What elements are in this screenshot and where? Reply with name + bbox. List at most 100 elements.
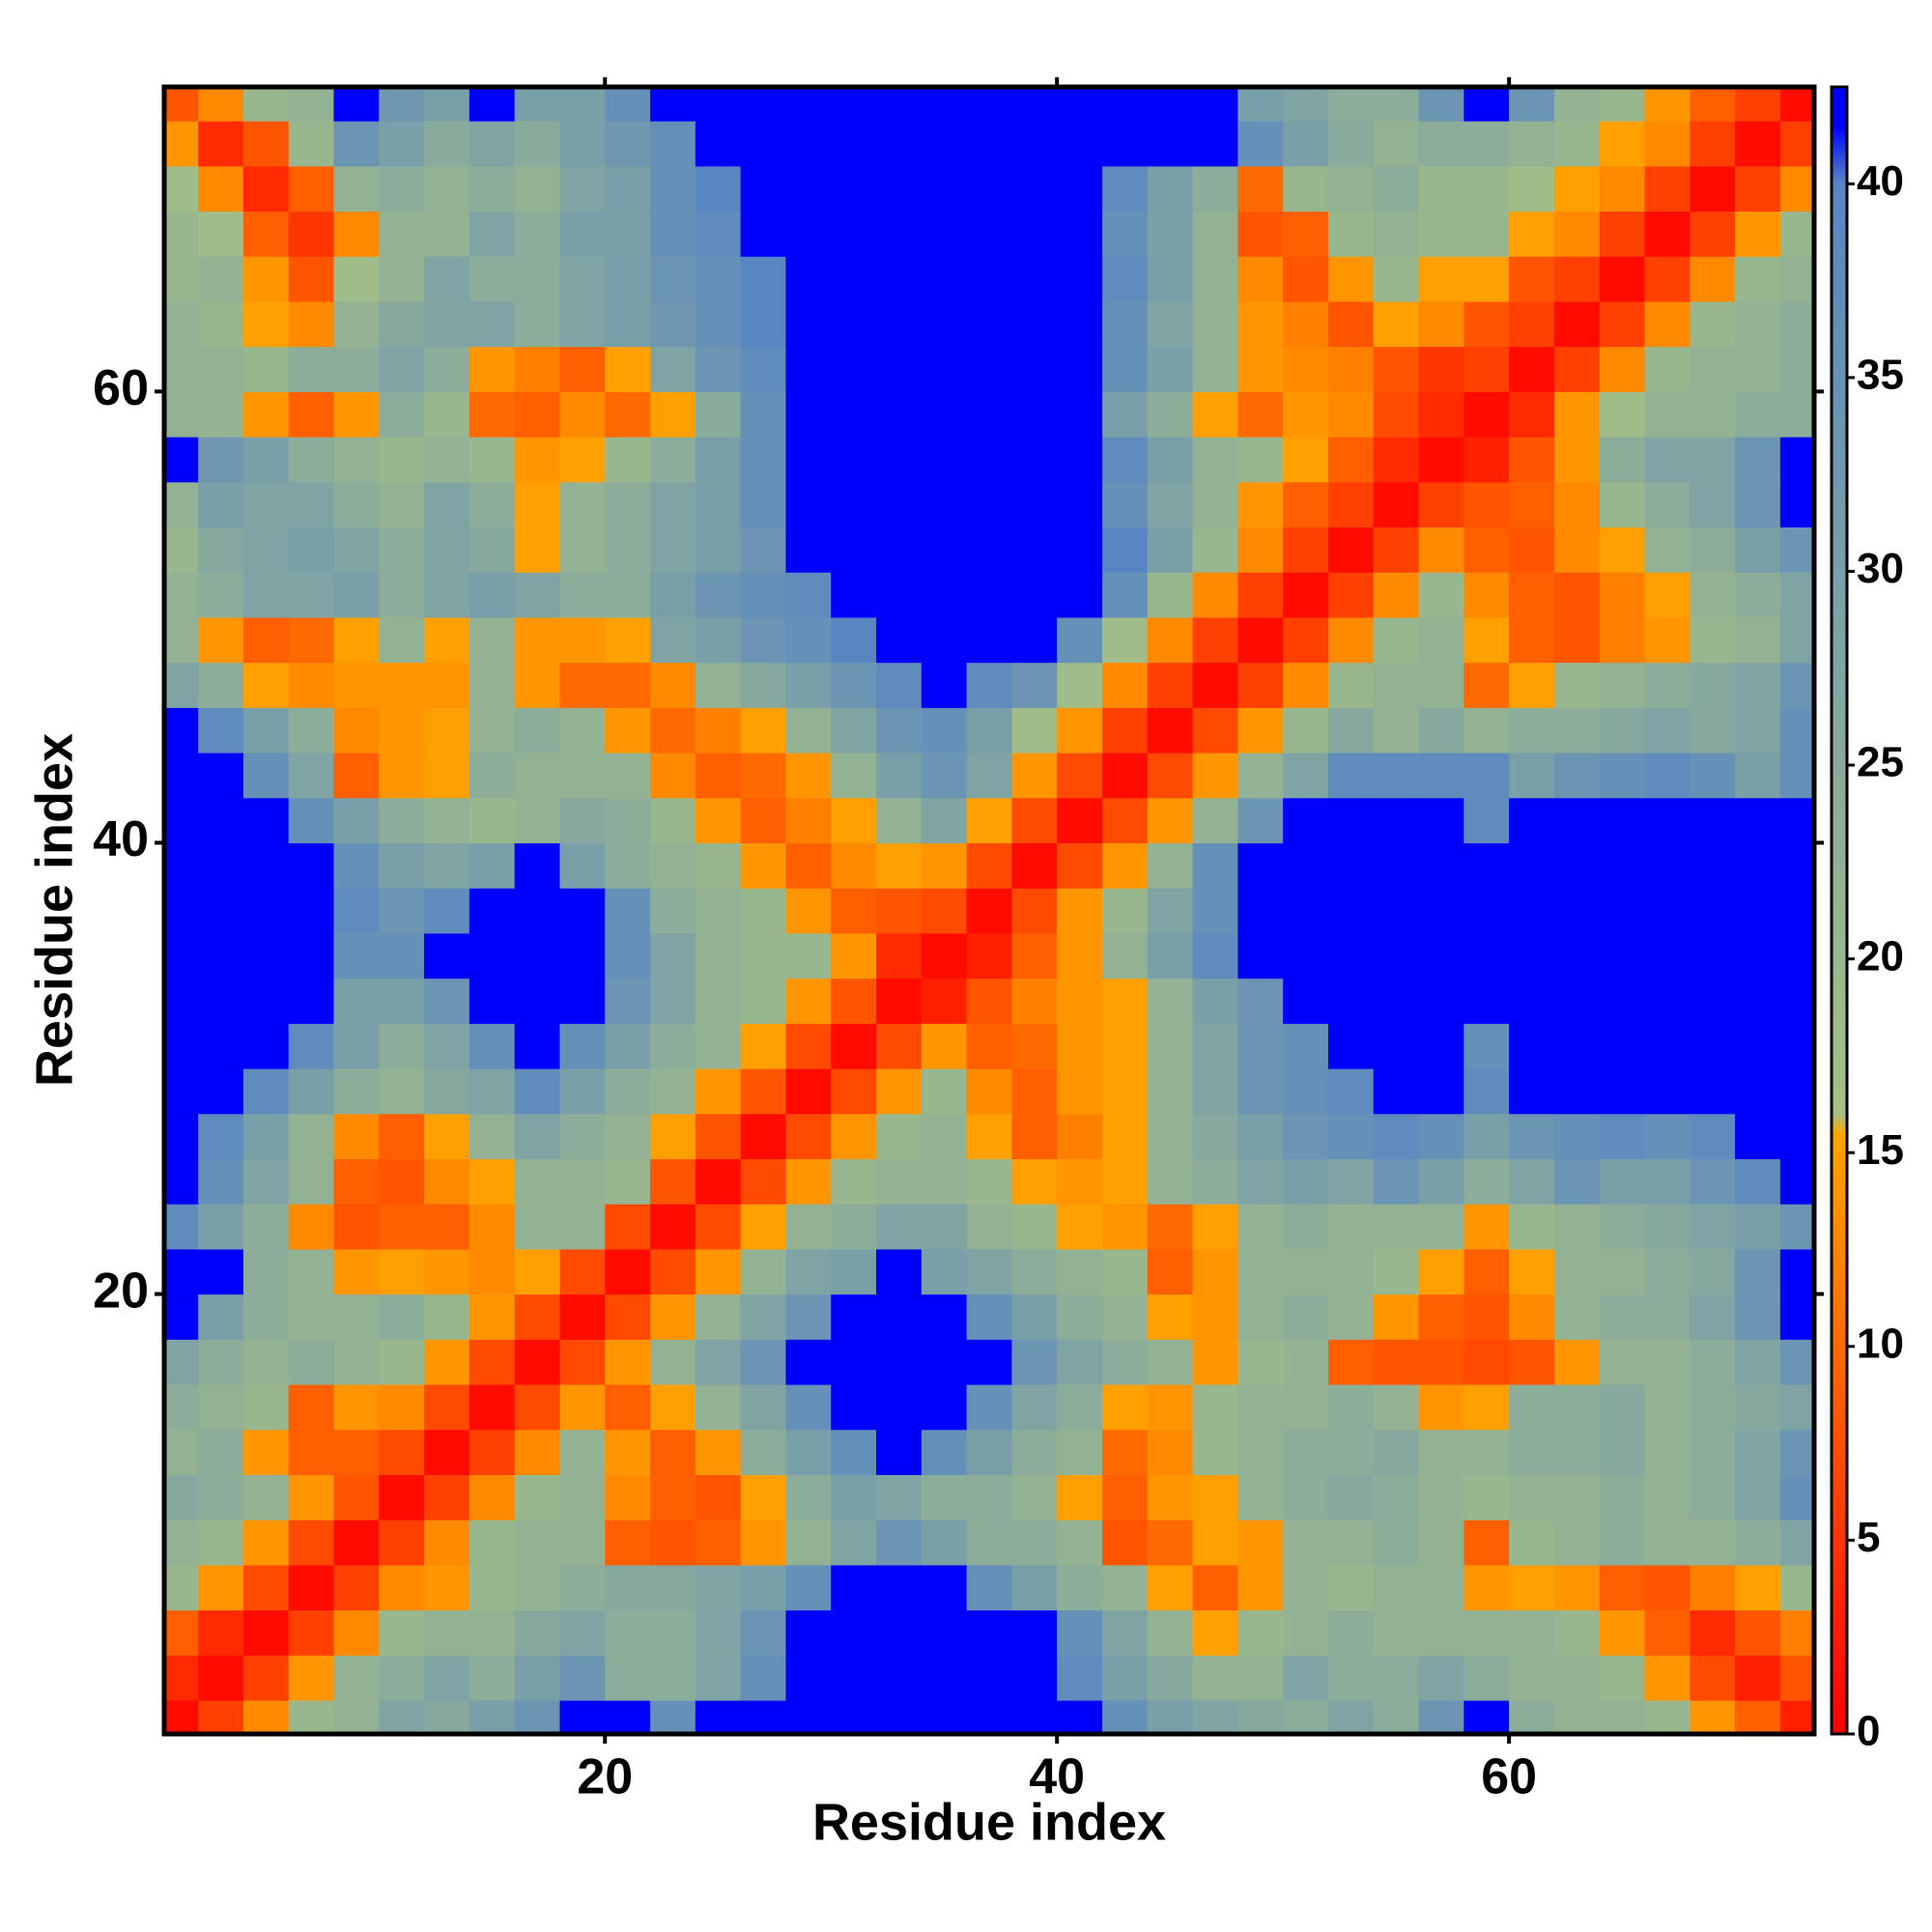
heatmap-cell (514, 437, 561, 483)
heatmap-cell (1644, 1113, 1690, 1160)
heatmap-cell (605, 121, 651, 167)
heatmap-cell (966, 300, 1012, 348)
heatmap-cell (1418, 978, 1464, 1024)
colorbar-tick-label: 10 (1857, 1320, 1904, 1367)
heatmap-cell (333, 1158, 380, 1205)
heatmap-cell (164, 797, 199, 844)
heatmap-cell (1779, 616, 1814, 664)
heatmap-cell (1599, 1655, 1646, 1701)
heatmap-cell (740, 437, 787, 483)
heatmap-cell (514, 1023, 561, 1069)
heatmap-cell (1237, 1383, 1284, 1431)
heatmap-cell (333, 526, 380, 573)
heatmap-cell (1283, 842, 1329, 889)
heatmap-cell (650, 87, 696, 122)
heatmap-cell (1690, 978, 1736, 1024)
heatmap-cell (1735, 797, 1781, 844)
heatmap-cell (559, 1655, 606, 1701)
heatmap-cell (650, 481, 696, 528)
heatmap-cell (164, 121, 199, 167)
heatmap-cell (831, 1067, 877, 1115)
heatmap-cell (1147, 1067, 1194, 1115)
heatmap-cell (966, 391, 1012, 438)
heatmap-cell (695, 1158, 742, 1205)
heatmap-cell (164, 616, 199, 664)
heatmap-cell (785, 1204, 832, 1250)
heatmap-cell (650, 1113, 696, 1160)
heatmap-cell (1327, 1113, 1375, 1160)
heatmap-cell (333, 1429, 380, 1476)
heatmap-cell (424, 1023, 470, 1069)
heatmap-cell (1463, 1383, 1510, 1431)
heatmap-cell (695, 888, 742, 934)
heatmap-cell (1237, 1655, 1284, 1701)
heatmap-cell (1599, 1023, 1646, 1069)
heatmap-cell (1101, 87, 1149, 122)
heatmap-cell (1463, 707, 1510, 753)
heatmap-cell (1779, 707, 1814, 753)
heatmap-cell (424, 572, 470, 618)
heatmap-cell (1283, 662, 1329, 708)
heatmap-cell (1735, 346, 1781, 392)
heatmap-cell (379, 662, 425, 708)
heatmap-cell (1147, 1158, 1194, 1205)
heatmap-cell (333, 87, 380, 122)
heatmap-cell (1373, 121, 1420, 167)
heatmap-cell (695, 346, 742, 392)
heatmap-cell (1463, 1609, 1510, 1656)
heatmap-cell (831, 616, 877, 664)
heatmap-cell (514, 1204, 561, 1250)
heatmap-cell (831, 1339, 877, 1385)
heatmap-cell (1644, 346, 1690, 392)
heatmap-cell (424, 1204, 470, 1250)
heatmap-cell (1192, 526, 1238, 573)
heatmap-cell (1373, 842, 1420, 889)
heatmap-cell (695, 1248, 742, 1295)
heatmap-cell (1779, 932, 1814, 980)
heatmap-cell (1101, 842, 1149, 889)
heatmap-cell (1463, 978, 1510, 1024)
heatmap-cell (514, 1564, 561, 1611)
heatmap-cell (1644, 1699, 1690, 1734)
heatmap-cell (1057, 842, 1103, 889)
heatmap-cell (424, 1699, 470, 1734)
heatmap-cell (695, 1429, 742, 1476)
heatmap-cell (1192, 797, 1238, 844)
heatmap-cell (288, 165, 335, 213)
heatmap-cell (242, 1023, 290, 1069)
heatmap-cell (921, 1520, 968, 1566)
heatmap-cell (1779, 87, 1814, 122)
heatmap-cell (605, 1293, 651, 1340)
heatmap-cell (379, 437, 425, 483)
heatmap-cell (1237, 87, 1284, 122)
heatmap-cell (1779, 1429, 1814, 1476)
heatmap-cell (876, 1023, 923, 1069)
heatmap-cell (921, 888, 968, 934)
heatmap-cell (695, 662, 742, 708)
heatmap-cell (1373, 1023, 1420, 1069)
heatmap-cell (921, 1383, 968, 1431)
heatmap-cell (831, 1293, 877, 1340)
heatmap-cell (1644, 256, 1690, 302)
heatmap-cell (1101, 978, 1149, 1024)
heatmap-cell (1373, 437, 1420, 483)
heatmap-cell (966, 932, 1012, 980)
heatmap-cell (424, 842, 470, 889)
heatmap-cell (1057, 1248, 1103, 1295)
heatmap-cell (242, 437, 290, 483)
heatmap-cell (469, 1067, 516, 1115)
heatmap-cell (1779, 165, 1814, 213)
heatmap-cell (1011, 391, 1058, 438)
heatmap-cell (1237, 165, 1284, 213)
heatmap-cell (1418, 932, 1464, 980)
heatmap-cell (1553, 481, 1601, 528)
heatmap-cell (740, 256, 787, 302)
heatmap-cell (876, 1609, 923, 1656)
heatmap-cell (1327, 391, 1375, 438)
heatmap-cell (242, 1429, 290, 1476)
heatmap-cell (695, 87, 742, 122)
heatmap-cell (1644, 391, 1690, 438)
heatmap-cell (695, 437, 742, 483)
heatmap-cell (650, 1204, 696, 1250)
heatmap-cell (605, 978, 651, 1024)
